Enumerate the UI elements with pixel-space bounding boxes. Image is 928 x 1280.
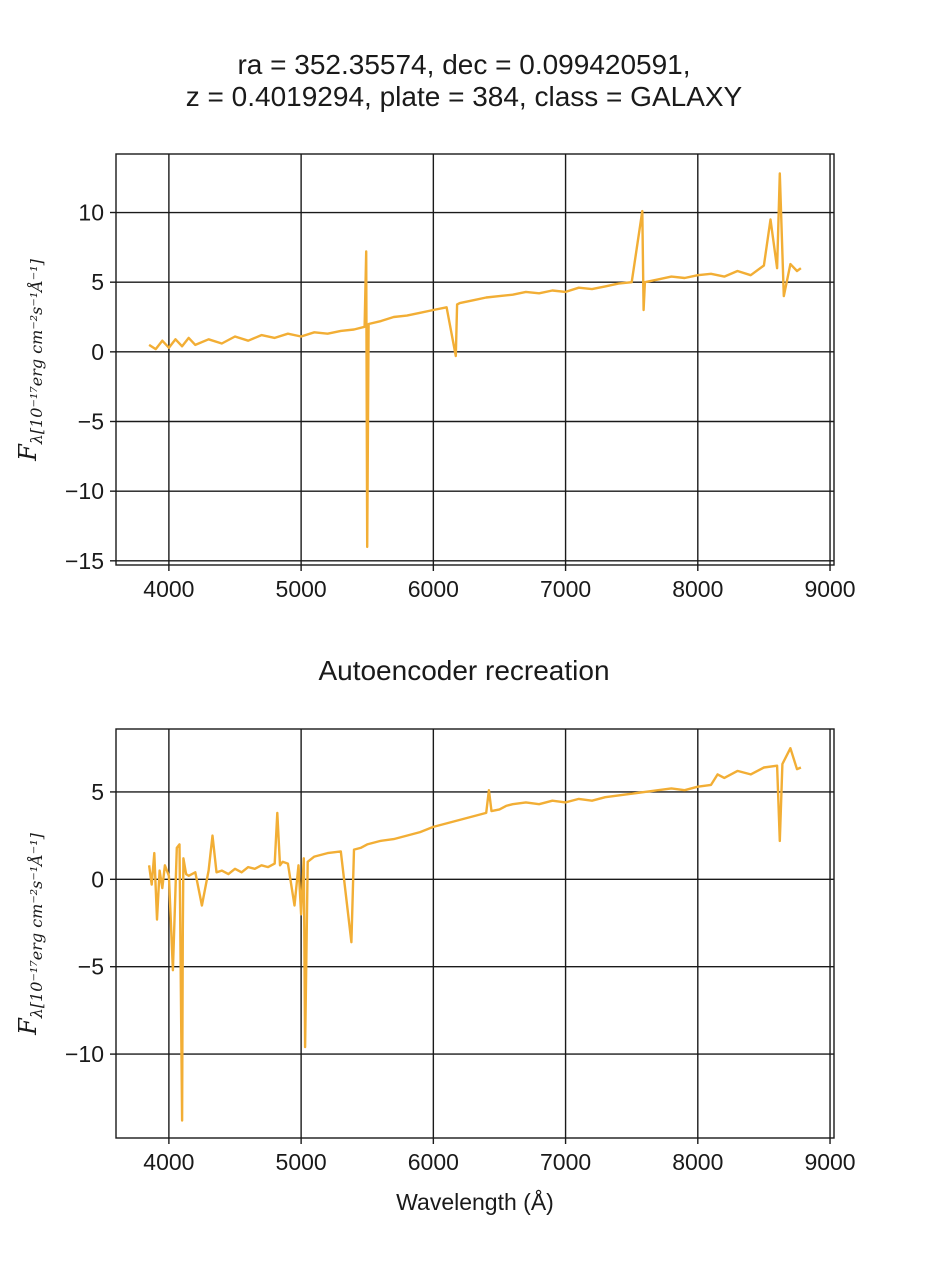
y-axis-label: Fλ[10⁻¹⁷erg cm⁻²s⁻¹Å⁻¹] [14,832,46,1036]
y-axis-label-main: F [14,1017,42,1036]
chart-2-title: Autoencoder recreation [318,655,610,686]
plot-frame [115,728,835,1139]
x-tick-label: 5000 [276,1149,327,1175]
x-tick-label: 9000 [804,1149,855,1175]
chart-title-line-2: z = 0.4019294, plate = 384, class = GALA… [185,81,743,112]
x-tick-label: 7000 [540,1149,591,1175]
y-axis-label-sub: λ[10⁻¹⁷erg cm⁻²s⁻¹Å⁻¹] [26,832,46,1019]
y-tick-label: 0 [91,866,104,892]
x-tick-label: 4000 [143,1149,194,1175]
chart-title-line-1: ra = 352.35574, dec = 0.099420591, [237,49,691,80]
x-tick-label: 6000 [408,1149,459,1175]
y-tick-label: −10 [65,478,104,504]
y-tick-label: −15 [65,548,104,574]
y-tick-label: −5 [78,408,104,434]
y-axis-label: Fλ[10⁻¹⁷erg cm⁻²s⁻¹Å⁻¹] [14,258,46,462]
x-tick-label: 8000 [672,1149,723,1175]
y-tick-label: −5 [78,954,104,980]
y-tick-label: −10 [65,1041,104,1067]
y-tick-label: 0 [91,339,104,365]
x-tick-label: 5000 [276,576,327,602]
y-tick-label: 5 [91,269,104,295]
y-tick-label: 10 [78,200,104,226]
x-tick-label: 8000 [672,576,723,602]
spectrum-line [147,747,802,1122]
x-tick-label: 4000 [143,576,194,602]
y-tick-label: 5 [91,779,104,805]
x-tick-label: 9000 [804,576,855,602]
y-axis-label-sub: λ[10⁻¹⁷erg cm⁻²s⁻¹Å⁻¹] [26,258,46,445]
plot-frame [115,153,835,566]
x-axis-label: Wavelength (Å) [396,1188,554,1215]
x-tick-label: 6000 [408,576,459,602]
chart-1: 4000 5000 6000 7000 8000 9000 −15 −10 −5 0 5 10 Fλ[1… [14,153,856,602]
spectrum-line [148,172,802,549]
x-tick-label: 7000 [540,576,591,602]
y-axis-label-main: F [14,443,42,462]
chart-2: 4000 5000 6000 7000 8000 9000 −10 −5 0 5 Fλ[10⁻¹⁷e… [14,728,856,1215]
